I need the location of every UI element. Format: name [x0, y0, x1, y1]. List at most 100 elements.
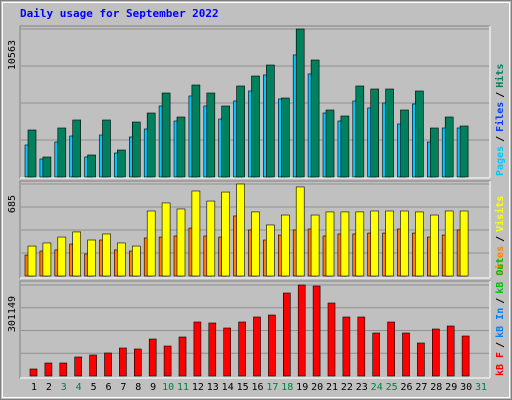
bar [161, 92, 171, 178]
bar [27, 129, 37, 178]
y-tick-label: 685 [7, 195, 18, 213]
legend-separator: / [495, 92, 506, 98]
x-tick-label: 4 [76, 382, 82, 393]
bar [42, 242, 52, 277]
x-tick-label: 25 [386, 382, 398, 393]
bar [87, 154, 96, 178]
bar [176, 208, 186, 277]
bar [400, 210, 409, 277]
x-tick-label: 23 [356, 382, 368, 393]
bar [119, 347, 127, 377]
bar [89, 354, 97, 377]
legend: kB F / kB In / kB Out [495, 258, 506, 376]
bar [385, 210, 394, 277]
legend-entry: kB F [495, 352, 506, 376]
bar [44, 362, 53, 377]
x-tick-label: 13 [207, 382, 219, 393]
legend-separator: / [495, 342, 506, 348]
bar [74, 356, 82, 377]
bar [29, 368, 38, 377]
y-tick-label: 10563 [7, 40, 18, 70]
bar [148, 338, 157, 377]
legend-entry: Hits [494, 64, 506, 88]
legend: Sites / Visits [494, 196, 506, 276]
bar [251, 211, 260, 277]
bar [191, 190, 201, 277]
bar [27, 245, 37, 277]
bar [104, 352, 112, 377]
legend-separator: / [495, 298, 506, 304]
bar [355, 85, 365, 178]
bar [370, 210, 380, 277]
bar [340, 211, 350, 277]
bar [325, 211, 335, 277]
legend-separator: / [495, 236, 506, 242]
legend-entry: Pages [495, 146, 506, 176]
x-tick-label: 17 [266, 382, 278, 393]
bar [146, 112, 156, 178]
bar [280, 97, 290, 178]
bar [385, 88, 394, 178]
x-tick-label: 8 [135, 382, 141, 393]
bar [370, 88, 380, 178]
bar [163, 345, 172, 377]
bar [295, 186, 305, 277]
x-tick-label: 14 [222, 382, 234, 393]
bar [221, 105, 230, 178]
x-tick-label: 5 [91, 382, 97, 393]
bar [132, 121, 141, 178]
bar [178, 336, 187, 377]
bar [310, 214, 320, 277]
bar [42, 156, 52, 178]
bar [59, 362, 68, 377]
bar [312, 285, 321, 377]
bar [429, 127, 439, 178]
legend-separator: / [495, 136, 506, 142]
x-tick-label: 26 [400, 382, 412, 393]
bar [429, 214, 439, 277]
bar [57, 127, 67, 178]
bar [446, 325, 455, 377]
bar [102, 233, 111, 277]
x-tick-label: 21 [326, 382, 338, 393]
bar [400, 109, 409, 178]
x-tick-label: 11 [177, 382, 189, 393]
bar [266, 64, 275, 178]
bar [253, 316, 261, 377]
bar [459, 210, 469, 277]
x-tick-label: 1 [31, 382, 37, 393]
bar [266, 224, 275, 277]
bar [280, 214, 290, 277]
x-tick-label: 24 [371, 382, 383, 393]
bar [132, 245, 141, 277]
bar [193, 321, 202, 377]
x-tick-label: 18 [281, 382, 293, 393]
bar [417, 342, 425, 377]
bar [327, 302, 336, 377]
bar [134, 348, 142, 377]
bar [355, 211, 365, 277]
bar [191, 84, 201, 178]
x-tick-label: 16 [251, 382, 263, 393]
x-tick-label: 15 [237, 382, 249, 393]
legend-entry: kB Out [495, 258, 506, 294]
x-tick-label: 7 [120, 382, 126, 393]
bar [117, 242, 126, 277]
x-tick-label: 29 [445, 382, 457, 393]
bar [87, 239, 96, 277]
bar [251, 75, 260, 178]
bar [208, 322, 217, 377]
bar [236, 85, 245, 178]
bar [402, 332, 410, 377]
legend-entry: kB In [495, 308, 506, 338]
bar [415, 90, 424, 178]
bar [342, 316, 351, 377]
x-tick-label: 27 [415, 382, 427, 393]
bar [357, 316, 366, 377]
bar [431, 328, 440, 377]
bar [295, 28, 305, 178]
x-tick-label: 19 [296, 382, 308, 393]
